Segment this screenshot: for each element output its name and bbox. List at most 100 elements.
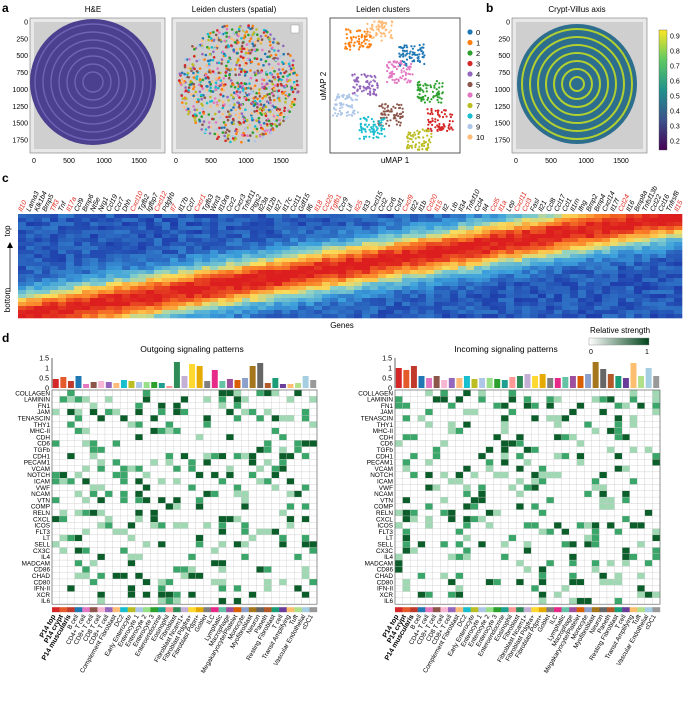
- spatial-spot: [217, 110, 221, 113]
- heatmap-cell: [90, 254, 99, 259]
- signal-cell: [233, 415, 242, 422]
- signal-cell: [104, 496, 113, 504]
- signal-cell: [225, 465, 234, 473]
- he-x-axis: 0 500 1000 1500: [32, 158, 147, 165]
- heatmap-cell: [122, 238, 131, 243]
- umap-point: [409, 131, 412, 135]
- umap-point: [381, 124, 384, 127]
- heatmap-bottom-label: bottom: [3, 287, 12, 312]
- heatmap-cell: [426, 306, 435, 311]
- heatmap-cell: [378, 286, 387, 291]
- signal-cell: [195, 427, 204, 435]
- heatmap-cell: [490, 238, 499, 243]
- heatmap-cell: [482, 254, 491, 259]
- signal-cell: [89, 534, 98, 542]
- heatmap-cell: [546, 290, 555, 295]
- heatmap-cell: [474, 242, 483, 247]
- heatmap-cell: [130, 286, 139, 291]
- heatmap-cell: [602, 218, 611, 223]
- signal-cell: [119, 433, 128, 441]
- heatmap-cell: [146, 234, 155, 239]
- umap-point: [358, 129, 361, 132]
- spatial-spot: [206, 75, 210, 79]
- signal-cell: [142, 534, 151, 542]
- heatmap-cell: [162, 214, 171, 219]
- heatmap-cell: [370, 226, 379, 231]
- umap-point: [431, 112, 434, 116]
- signal-cell: [150, 465, 159, 473]
- umap-point: [433, 86, 436, 89]
- heatmap-cell: [258, 310, 267, 315]
- heatmap-cell: [546, 218, 555, 223]
- signal-cell: [172, 547, 181, 554]
- signal-cell: [135, 541, 144, 548]
- umap-point: [387, 109, 390, 112]
- heatmap-cell: [314, 262, 323, 267]
- heatmap-cell: [306, 214, 315, 219]
- spatial-spot: [227, 68, 230, 71]
- spatial-spot: [214, 112, 217, 116]
- spatial-spot: [271, 92, 274, 96]
- heatmap-cell: [442, 250, 451, 255]
- signal-cell: [294, 496, 303, 504]
- spatial-spot: [231, 137, 235, 140]
- signal-cell: [104, 478, 113, 485]
- signal-cell: [203, 484, 212, 491]
- signal-cell: [97, 496, 106, 504]
- spatial-spot: [288, 79, 291, 82]
- heatmap-cell: [666, 246, 675, 251]
- signal-cell: [195, 478, 204, 485]
- heatmap-cell: [442, 306, 451, 311]
- heatmap-cell: [602, 302, 611, 307]
- heatmap-cell: [546, 314, 555, 319]
- heatmap-cell: [370, 258, 379, 263]
- signal-cell: [165, 427, 174, 435]
- heatmap-cell: [266, 230, 275, 235]
- signal-cell: [74, 515, 83, 523]
- umap-point: [420, 49, 423, 52]
- heatmap-cell: [546, 282, 555, 287]
- heatmap-cell: [458, 266, 467, 271]
- spatial-spot: [241, 89, 245, 92]
- heatmap-cell: [322, 258, 331, 263]
- heatmap-cell: [58, 282, 67, 287]
- heatmap-cell: [594, 302, 603, 307]
- signal-cell: [294, 490, 303, 498]
- panel-b-letter: b: [486, 1, 493, 15]
- signal-cell: [180, 408, 189, 416]
- signal-cell: [51, 547, 60, 554]
- heatmap-cell: [562, 258, 571, 263]
- signal-cell: [150, 408, 159, 416]
- heatmap-cell: [266, 286, 275, 291]
- heatmap-cell: [282, 278, 291, 283]
- heatmap-cell: [346, 254, 355, 259]
- heatmap-cell: [666, 254, 675, 259]
- heatmap-cell: [482, 278, 491, 283]
- heatmap-cell: [58, 226, 67, 231]
- heatmap-cell: [58, 314, 67, 319]
- heatmap-cell: [82, 214, 91, 219]
- spatial-spot: [264, 132, 268, 135]
- heatmap-cell: [602, 254, 611, 259]
- heatmap-cell: [402, 262, 411, 267]
- signal-cell: [263, 541, 272, 548]
- umap-point: [417, 49, 420, 52]
- heatmap-cell: [602, 278, 611, 283]
- signal-cell: [180, 415, 189, 422]
- heatmap-cell: [234, 306, 243, 311]
- heatmap-cell: [18, 286, 27, 291]
- heatmap-cell: [586, 270, 595, 275]
- signal-cell: [233, 459, 242, 466]
- gene-label: Il1a: [497, 200, 508, 213]
- heatmap-cell: [154, 270, 163, 275]
- signal-cell: [127, 471, 136, 479]
- signal-cell: [203, 547, 212, 554]
- heatmap-cell: [314, 302, 323, 307]
- spatial-spot: [214, 47, 217, 50]
- heatmap-cell: [26, 290, 35, 295]
- spatial-spot: [266, 93, 269, 96]
- heatmap-cell: [282, 274, 291, 279]
- signal-cell: [195, 528, 204, 536]
- heatmap-cell: [482, 222, 491, 227]
- heatmap-cell: [282, 222, 291, 227]
